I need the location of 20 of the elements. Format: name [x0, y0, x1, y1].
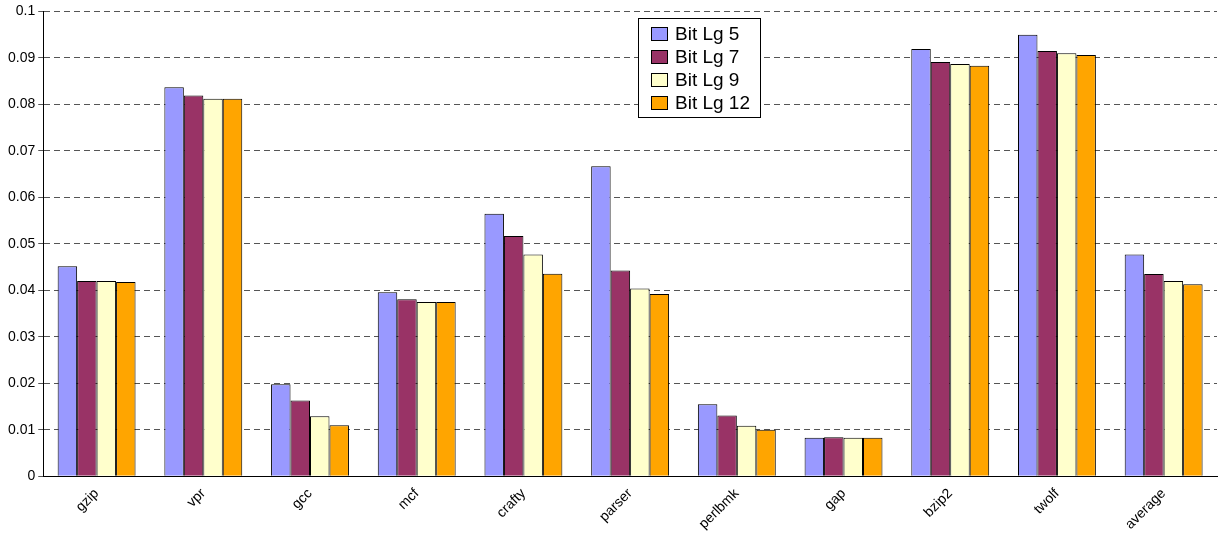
y-tick-label: 0.01 [8, 420, 36, 437]
legend-label: Bit Lg 7 [675, 45, 740, 68]
y-tick-label: 0.04 [8, 281, 36, 298]
y-tick-label: 0.09 [8, 48, 36, 65]
x-tick-label: gcc [288, 484, 315, 512]
legend-label: Bit Lg 12 [675, 91, 750, 114]
x-tick-label: vpr [183, 484, 209, 510]
y-tick-label: 0.06 [8, 188, 36, 205]
y-tick-label: 0.1 [15, 2, 36, 19]
legend-label: Bit Lg 5 [675, 22, 740, 45]
legend-label: Bit Lg 9 [675, 68, 740, 91]
x-tick-label: gzip [71, 484, 102, 515]
y-tick-label: 0.02 [8, 374, 36, 391]
x-tick-label: gap [820, 484, 849, 513]
y-tick-label: 0.07 [8, 141, 36, 158]
y-tick-label: 0 [27, 467, 36, 484]
x-tick-label: mcf [394, 484, 422, 513]
y-tick-label: 0.08 [8, 95, 36, 112]
y-tick-label: 0.05 [8, 234, 36, 251]
y-tick-label: 0.03 [8, 327, 36, 344]
